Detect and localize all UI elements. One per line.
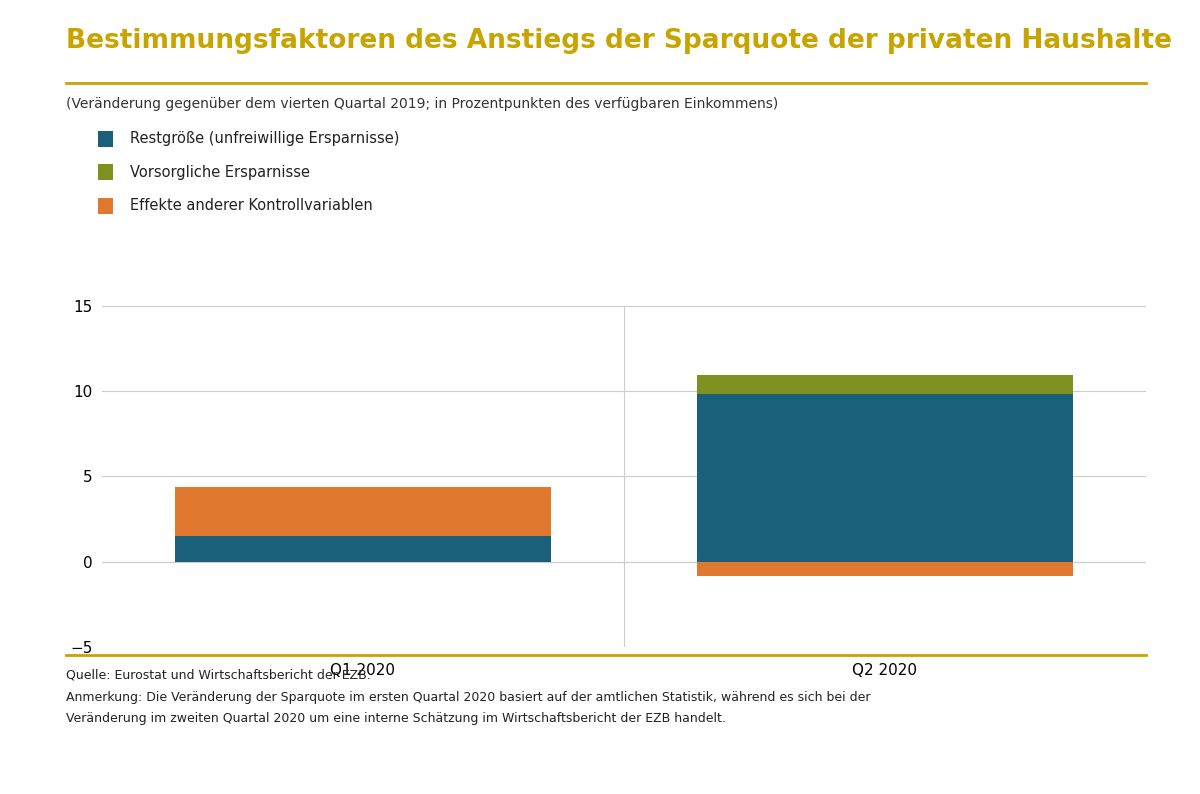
Text: Anmerkung: Die Veränderung der Sparquote im ersten Quartal 2020 basiert auf der : Anmerkung: Die Veränderung der Sparquote… [66, 691, 870, 703]
Text: Veränderung im zweiten Quartal 2020 um eine interne Schätzung im Wirtschaftsberi: Veränderung im zweiten Quartal 2020 um e… [66, 712, 726, 725]
Bar [175, 488, 551, 536]
Text: Restgröße (unfreiwillige Ersparnisse): Restgröße (unfreiwillige Ersparnisse) [130, 132, 398, 146]
Bar [697, 562, 1073, 576]
Bar [697, 375, 1073, 395]
Bar [175, 536, 551, 562]
Bar [697, 395, 1073, 562]
Text: Effekte anderer Kontrollvariablen: Effekte anderer Kontrollvariablen [130, 198, 372, 213]
Text: Quelle: Eurostat und Wirtschaftsbericht der EZB.: Quelle: Eurostat und Wirtschaftsbericht … [66, 669, 371, 681]
Text: (Veränderung gegenüber dem vierten Quartal 2019; in Prozentpunkten des verfügbar: (Veränderung gegenüber dem vierten Quart… [66, 97, 779, 111]
Text: Bestimmungsfaktoren des Anstiegs der Sparquote der privaten Haushalte: Bestimmungsfaktoren des Anstiegs der Spa… [66, 28, 1172, 54]
Text: Vorsorgliche Ersparnisse: Vorsorgliche Ersparnisse [130, 165, 310, 179]
